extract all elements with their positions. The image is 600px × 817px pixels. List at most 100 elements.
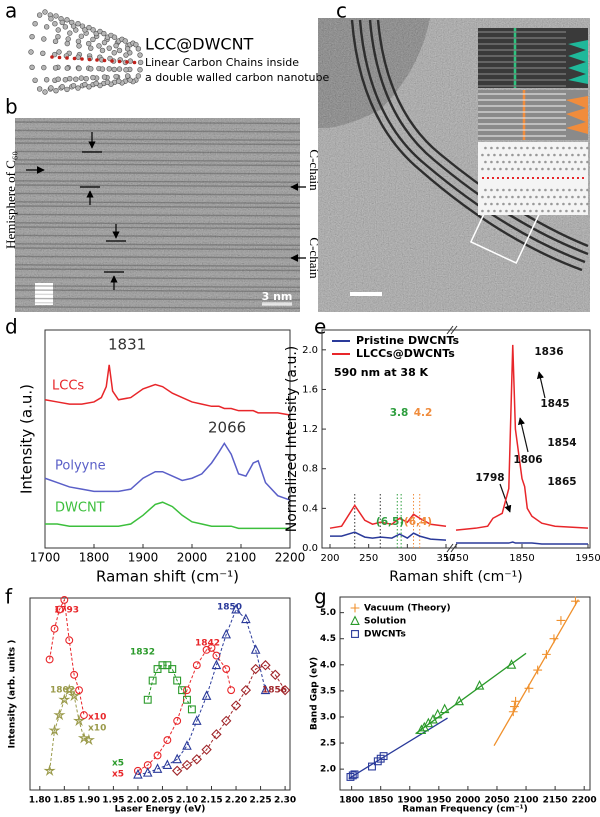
atom: [78, 75, 85, 81]
lattice-atom: [541, 209, 544, 213]
atom: [52, 21, 58, 27]
point: [72, 714, 86, 727]
x-tick-label: 2000: [177, 551, 208, 565]
legend-swatch: [351, 630, 359, 638]
atom: [76, 43, 82, 49]
atom: [86, 40, 92, 47]
y-tick-label: 4.0: [320, 660, 336, 670]
lattice-atom: [493, 153, 496, 157]
point: [172, 753, 182, 764]
lattice-atom: [493, 195, 496, 199]
annotation: x10: [88, 724, 106, 734]
lattice-atom: [565, 167, 568, 171]
lattice-atom: [556, 202, 559, 206]
atom: [36, 86, 43, 92]
lattice-fringe: [14, 289, 301, 293]
point: [45, 655, 54, 664]
annotation: x10: [88, 713, 106, 723]
lattice-atom: [511, 209, 514, 213]
inset-patch: [35, 283, 53, 305]
tem-image-b: [14, 118, 301, 312]
lattice-atom: [496, 188, 499, 192]
lattice-atom: [487, 153, 490, 157]
series-label: Polyyne: [55, 459, 106, 474]
lattice-fringe: [14, 217, 301, 221]
atom: [113, 73, 119, 80]
lattice-atom: [586, 202, 589, 206]
point: [571, 596, 580, 606]
point: [143, 695, 152, 704]
lattice-atom: [514, 160, 517, 164]
lattice-atom: [568, 188, 571, 192]
chain-atom: [80, 57, 84, 61]
atom: [116, 78, 122, 84]
atom: [111, 50, 117, 56]
annotation: 4.2: [414, 407, 433, 419]
x-tick-label: 1.85: [53, 796, 75, 806]
lattice-fringe: [14, 150, 301, 154]
x-tick-label: 1700: [30, 551, 61, 565]
lattice-atom: [547, 153, 550, 157]
plot-frame: [29, 597, 291, 791]
chain-atom: [95, 58, 99, 62]
lattice-atom: [523, 209, 526, 213]
tube-wall: [376, 19, 589, 248]
lattice-atom: [508, 188, 511, 192]
lattice-atom: [520, 160, 523, 164]
atom: [55, 76, 61, 82]
point: [368, 762, 376, 771]
point: [148, 676, 157, 685]
lattice-atom: [493, 209, 496, 213]
atom: [137, 67, 143, 73]
lattice-fringe: [14, 280, 301, 284]
point: [183, 695, 191, 704]
x-tick-label: 2200: [572, 796, 597, 806]
lattice-atom: [538, 188, 541, 192]
atom: [90, 36, 96, 43]
annotation: 3.8: [390, 407, 409, 419]
point: [48, 724, 61, 736]
lattice-fringe: [14, 226, 301, 230]
lattice-fringe: [14, 209, 301, 213]
series-line: [44, 441, 291, 501]
scale-bar-label: 3 nm: [262, 290, 293, 303]
atom: [64, 86, 70, 93]
x-axis-label: Raman shift (cm⁻¹): [389, 569, 522, 585]
lattice-atom: [565, 209, 568, 213]
lattice-atom: [583, 195, 586, 199]
panel-label: g: [314, 585, 327, 609]
annotation: 1845: [540, 398, 569, 410]
chain-atom: [102, 58, 107, 63]
atom: [99, 47, 106, 54]
series-label: LCCs: [52, 379, 84, 394]
lattice-atom: [517, 153, 520, 157]
fit-line: [137, 647, 232, 772]
fit-line: [415, 652, 527, 735]
atom: [127, 58, 134, 64]
y-tick-label: 0.8: [302, 464, 318, 475]
atom: [43, 77, 50, 83]
atom: [104, 79, 111, 86]
lattice-atom: [556, 188, 559, 192]
atom: [36, 12, 43, 18]
lattice-atom: [550, 160, 553, 164]
point: [192, 715, 202, 725]
lattice-atom: [577, 167, 580, 171]
point: [348, 771, 357, 780]
lattice-atom: [505, 209, 508, 213]
atom: [124, 73, 131, 79]
lattice-atom: [517, 167, 520, 171]
atom: [123, 67, 129, 73]
annotation: 1865: [547, 476, 576, 488]
point: [158, 661, 167, 670]
x-tick-label: 1900: [397, 796, 422, 806]
point: [68, 689, 81, 702]
lattice-atom: [571, 209, 574, 213]
lattice-atom: [580, 160, 583, 164]
series-label: 1802: [50, 686, 75, 696]
lattice-atom: [529, 195, 532, 199]
x-axis-label: Raman Frequency (cm⁻¹): [402, 805, 527, 815]
atom: [62, 77, 69, 83]
markers-b: [80, 132, 126, 290]
point: [541, 649, 551, 659]
